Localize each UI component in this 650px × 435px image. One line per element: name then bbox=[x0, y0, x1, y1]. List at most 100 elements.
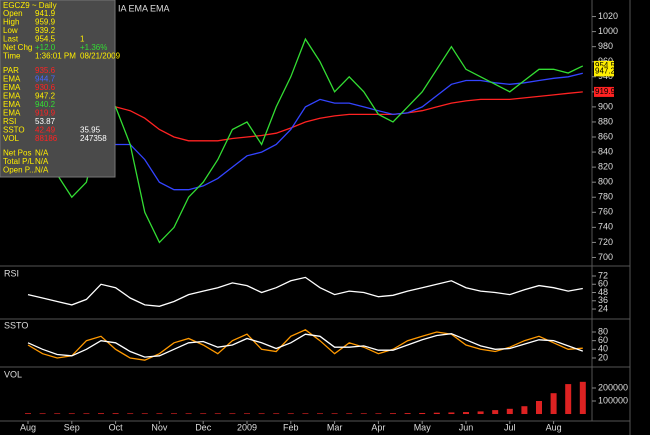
x-tick-label: Mar bbox=[327, 422, 343, 432]
series-line bbox=[27, 329, 583, 361]
info-label: RSI bbox=[3, 117, 16, 126]
info-value: N/A bbox=[35, 157, 49, 166]
volume-bar bbox=[214, 413, 221, 415]
y-tick-label: 20 bbox=[598, 352, 608, 362]
volume-bar bbox=[448, 412, 455, 415]
y-tick-label: 780 bbox=[598, 192, 613, 202]
volume-bar bbox=[302, 413, 309, 415]
volume-bar bbox=[536, 401, 542, 415]
volume-bar bbox=[506, 408, 513, 415]
x-tick-label: Jun bbox=[459, 422, 474, 432]
info-label: EMA bbox=[3, 75, 21, 84]
info-value: 935.6 bbox=[35, 66, 56, 75]
y-tick-label: 60 bbox=[598, 279, 608, 289]
info-label: Open bbox=[3, 9, 23, 18]
info-label: Net Chg bbox=[3, 43, 32, 52]
info-value: 35.95 bbox=[80, 126, 101, 135]
info-value: 940.2 bbox=[35, 100, 56, 109]
y-tick-label: 72 bbox=[598, 270, 608, 280]
panel-title: SSTO bbox=[4, 320, 28, 330]
info-label: EMA bbox=[3, 100, 21, 109]
info-label: SSTO bbox=[3, 126, 25, 135]
volume-bar bbox=[565, 384, 572, 415]
volume-bar bbox=[39, 413, 46, 415]
series-line bbox=[27, 276, 583, 307]
y-tick-label: 980 bbox=[598, 41, 613, 51]
volume-bar bbox=[521, 406, 528, 415]
volume-bar bbox=[68, 413, 75, 415]
volume-bar bbox=[112, 413, 119, 415]
panel-title: VOL bbox=[4, 369, 22, 379]
y-tick-label: 100000 bbox=[598, 395, 628, 405]
volume-bar bbox=[346, 413, 353, 415]
y-tick-label: 900 bbox=[598, 101, 613, 111]
info-value: 954.5 bbox=[35, 35, 56, 44]
volume-bar bbox=[244, 413, 250, 415]
info-label: Open P... bbox=[3, 166, 36, 175]
x-tick-label: Aug bbox=[20, 422, 36, 432]
info-label: Time bbox=[3, 52, 21, 61]
x-tick-label: Nov bbox=[151, 422, 168, 432]
volume-bar bbox=[477, 411, 484, 415]
info-label: EMA bbox=[3, 92, 21, 101]
y-tick-label: 36 bbox=[598, 295, 608, 305]
price-tag bbox=[594, 60, 614, 71]
y-tick-label: 880 bbox=[598, 116, 613, 126]
panel-title: RSI bbox=[4, 268, 19, 278]
info-value: 1:36:01 PM bbox=[35, 52, 76, 61]
y-tick-label: 740 bbox=[598, 222, 613, 232]
y-tick-label: 800 bbox=[598, 177, 613, 187]
price-tag bbox=[594, 66, 614, 77]
x-tick-label: Sep bbox=[64, 422, 80, 432]
volume-bar bbox=[141, 413, 148, 415]
volume-bar bbox=[331, 413, 338, 415]
info-value: N/A bbox=[35, 149, 49, 158]
volume-bar bbox=[375, 413, 382, 415]
y-tick-label: 48 bbox=[598, 287, 608, 297]
x-tick-label: May bbox=[414, 422, 432, 432]
info-label: EMA bbox=[3, 109, 21, 118]
info-label: PAR bbox=[3, 66, 19, 75]
series-line bbox=[27, 37, 584, 244]
volume-bar bbox=[317, 413, 323, 415]
price-tag bbox=[594, 86, 614, 97]
info-label: EMA bbox=[3, 83, 21, 92]
info-label: Last bbox=[3, 35, 19, 44]
info-label: Total P/L bbox=[3, 157, 35, 166]
info-panel-bg bbox=[0, 0, 116, 178]
series-line bbox=[27, 333, 584, 358]
x-tick-label: Oct bbox=[109, 422, 124, 432]
info-value: N/A bbox=[35, 166, 49, 175]
x-tick-label: 2009 bbox=[237, 422, 257, 432]
series-line bbox=[115, 91, 583, 142]
info-value: +12.0 bbox=[35, 43, 56, 52]
volume-bar bbox=[390, 413, 396, 415]
info-value: 53.87 bbox=[35, 117, 56, 126]
volume-bar bbox=[550, 393, 557, 415]
x-tick-label: Apr bbox=[371, 422, 385, 432]
y-tick-label: 1000 bbox=[598, 26, 618, 36]
info-value: 247358 bbox=[80, 134, 107, 143]
y-tick-label: 1020 bbox=[598, 11, 618, 21]
info-value: 959.9 bbox=[35, 18, 56, 27]
y-tick-label: 24 bbox=[598, 303, 608, 313]
info-value: 08/21/2009 bbox=[80, 52, 121, 61]
info-value: 1 bbox=[80, 35, 85, 44]
info-value: 939.2 bbox=[35, 26, 56, 35]
volume-bar bbox=[156, 413, 163, 415]
y-tick-label: 820 bbox=[598, 162, 613, 172]
y-tick-label: 200000 bbox=[598, 382, 628, 392]
volume-bar bbox=[200, 413, 207, 415]
info-title: EGCZ9 ~ Daily bbox=[3, 1, 57, 10]
volume-bar bbox=[287, 413, 294, 415]
y-tick-label: 40 bbox=[598, 344, 608, 354]
info-label: VOL bbox=[3, 134, 20, 143]
y-tick-label: 860 bbox=[598, 131, 613, 141]
volume-bar bbox=[433, 412, 440, 415]
volume-bar bbox=[25, 413, 31, 415]
info-label: Low bbox=[3, 26, 18, 35]
info-value: 930.6 bbox=[35, 83, 56, 92]
volume-bar bbox=[404, 413, 411, 415]
volume-bar bbox=[463, 412, 469, 415]
